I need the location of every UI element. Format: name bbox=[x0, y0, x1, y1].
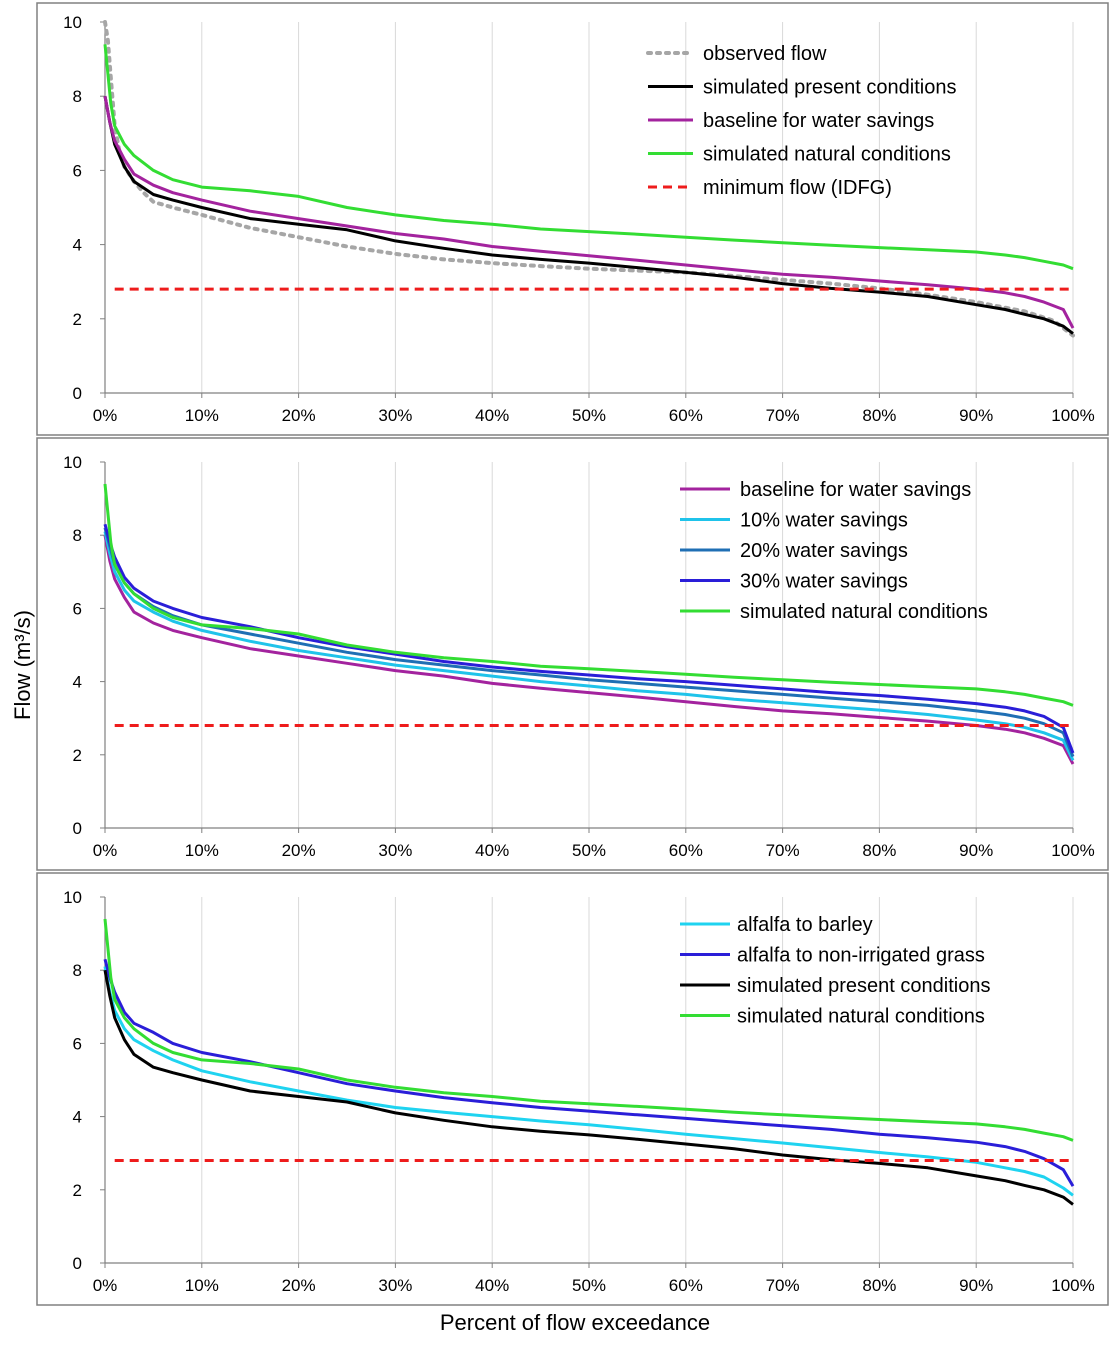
y-tick-label: 6 bbox=[73, 599, 82, 618]
y-tick-label: 0 bbox=[73, 384, 82, 403]
y-tick-label: 4 bbox=[73, 673, 82, 692]
legend-label: 20% water savings bbox=[740, 540, 908, 562]
y-tick-label: 2 bbox=[73, 746, 82, 765]
x-tick-label: 0% bbox=[93, 841, 118, 860]
panel-frame bbox=[36, 437, 1109, 871]
x-tick-label: 100% bbox=[1051, 406, 1094, 425]
x-tick-label: 90% bbox=[959, 406, 993, 425]
x-tick-label: 30% bbox=[378, 1276, 412, 1295]
x-tick-label: 70% bbox=[766, 406, 800, 425]
x-tick-label: 60% bbox=[669, 406, 703, 425]
x-tick-label: 80% bbox=[862, 406, 896, 425]
panel-frame bbox=[36, 2, 1109, 436]
x-tick-label: 90% bbox=[959, 841, 993, 860]
x-tick-label: 0% bbox=[93, 406, 118, 425]
x-tick-label: 20% bbox=[282, 406, 316, 425]
panel-frame bbox=[36, 872, 1109, 1306]
x-tick-label: 40% bbox=[475, 841, 509, 860]
series-line-simulated-present-conditions bbox=[103, 969, 1074, 1206]
x-tick-label: 10% bbox=[185, 406, 219, 425]
legend-label: alfalfa to non-irrigated grass bbox=[737, 945, 985, 967]
legend-label: simulated natural conditions bbox=[737, 1006, 985, 1028]
x-tick-label: 80% bbox=[862, 1276, 896, 1295]
y-axis-title: Flow (m³/s) bbox=[10, 610, 35, 720]
x-tick-label: 0% bbox=[93, 1276, 118, 1295]
y-tick-label: 8 bbox=[73, 87, 82, 106]
legend-label: 30% water savings bbox=[740, 571, 908, 593]
x-axis-title: Percent of flow exceedance bbox=[440, 1310, 710, 1335]
series-line-simulated-natural-conditions bbox=[103, 44, 1074, 271]
x-tick-label: 50% bbox=[572, 406, 606, 425]
y-tick-label: 2 bbox=[73, 1181, 82, 1200]
series-line-10-water-savings bbox=[103, 531, 1075, 761]
legend-label: 10% water savings bbox=[740, 510, 908, 532]
series-line-alfalfa-to-barley bbox=[103, 966, 1074, 1197]
legend-label: simulated present conditions bbox=[737, 975, 990, 997]
x-tick-label: 90% bbox=[959, 1276, 993, 1295]
y-tick-label: 10 bbox=[63, 888, 82, 907]
x-tick-label: 70% bbox=[766, 1276, 800, 1295]
x-tick-label: 30% bbox=[378, 406, 412, 425]
series-line-simulated-present-conditions bbox=[103, 95, 1074, 335]
x-tick-label: 100% bbox=[1051, 841, 1094, 860]
x-tick-label: 40% bbox=[475, 406, 509, 425]
x-tick-label: 80% bbox=[862, 841, 896, 860]
series-line-simulated-natural-conditions bbox=[103, 918, 1074, 1142]
legend-label: baseline for water savings bbox=[703, 110, 934, 132]
y-tick-label: 6 bbox=[73, 1034, 82, 1053]
y-tick-label: 4 bbox=[73, 236, 82, 255]
legend-label: simulated present conditions bbox=[703, 77, 956, 99]
x-tick-label: 30% bbox=[378, 841, 412, 860]
legend-label: observed flow bbox=[703, 43, 827, 65]
x-tick-label: 50% bbox=[572, 1276, 606, 1295]
x-tick-label: 100% bbox=[1051, 1276, 1094, 1295]
y-tick-label: 8 bbox=[73, 961, 82, 980]
y-tick-label: 0 bbox=[73, 1254, 82, 1273]
x-tick-label: 60% bbox=[669, 841, 703, 860]
series-line-simulated-natural-conditions bbox=[103, 483, 1074, 707]
y-tick-label: 10 bbox=[63, 13, 82, 32]
y-tick-label: 2 bbox=[73, 310, 82, 329]
x-tick-label: 10% bbox=[185, 841, 219, 860]
x-tick-label: 20% bbox=[282, 1276, 316, 1295]
legend-label: minimum flow (IDFG) bbox=[703, 177, 892, 199]
legend-label: baseline for water savings bbox=[740, 479, 971, 501]
y-tick-label: 0 bbox=[73, 819, 82, 838]
legend-label: simulated natural conditions bbox=[703, 144, 951, 166]
x-tick-label: 10% bbox=[185, 1276, 219, 1295]
x-tick-label: 40% bbox=[475, 1276, 509, 1295]
y-tick-label: 8 bbox=[73, 526, 82, 545]
y-tick-label: 10 bbox=[63, 453, 82, 472]
x-tick-label: 50% bbox=[572, 841, 606, 860]
legend-label: simulated natural conditions bbox=[740, 601, 988, 623]
series-line-alfalfa-to-non-irrigated-grass bbox=[103, 958, 1075, 1187]
x-tick-label: 70% bbox=[766, 841, 800, 860]
series-line-30-water-savings bbox=[103, 523, 1075, 754]
legend-label: alfalfa to barley bbox=[737, 914, 873, 936]
x-tick-label: 20% bbox=[282, 841, 316, 860]
x-tick-label: 60% bbox=[669, 1276, 703, 1295]
y-tick-label: 4 bbox=[73, 1108, 82, 1127]
y-tick-label: 6 bbox=[73, 161, 82, 180]
